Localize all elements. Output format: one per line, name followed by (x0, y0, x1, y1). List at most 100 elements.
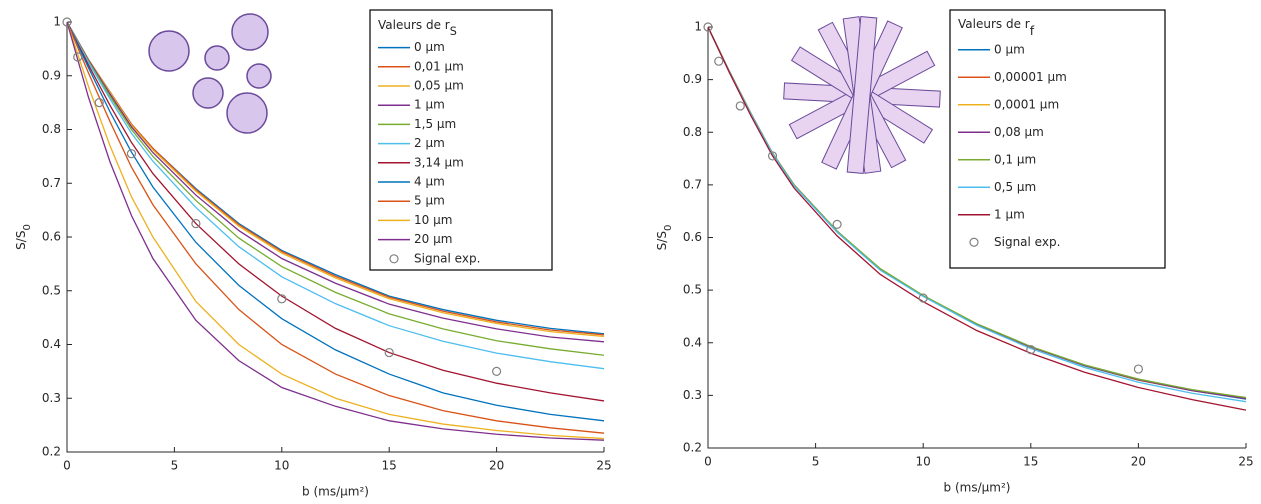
y-axis-label-sub: 0 (22, 224, 33, 230)
x-tick-label: 15 (1023, 455, 1038, 469)
series-line (66, 21, 605, 402)
legend: Valeurs de rS 0 µm 0,01 µm 0,05 µm 1 µm 1,5 µ… (369, 9, 553, 271)
sphere-icons (148, 13, 272, 134)
data-point (94, 98, 104, 108)
legend-label: 0,0001 µm (994, 97, 1059, 111)
legend-title-main: Valeurs de r (958, 17, 1030, 31)
legend-label: 3,14 µm (414, 155, 464, 169)
legend-label: 20 µm (414, 232, 452, 246)
plot: 0 5 10 15 20 25 0.2 0.3 0.4 0.5 0.6 0.7 0.8 0.9 1 b (ms… (14, 15, 612, 499)
y-tick-label: 0.7 (42, 176, 61, 190)
fiber-icons (783, 16, 941, 174)
legend-title-main: Valeurs de r (378, 18, 450, 32)
legend-marker (389, 254, 399, 264)
legend-label: 0,00001 µm (994, 70, 1067, 84)
series-line (66, 21, 605, 356)
y-axis-label: S/S0 (655, 225, 674, 251)
legend-label: 0,05 µm (414, 79, 464, 93)
legend-marker (969, 237, 979, 247)
legend-box (369, 9, 553, 271)
legend-box (949, 9, 1166, 269)
y-tick-label: 0.6 (42, 230, 61, 244)
legend-label: 4 µm (414, 175, 445, 189)
y-tick-label: 0.3 (42, 391, 61, 405)
y-tick-label: 0.9 (42, 68, 61, 82)
y-tick-label: 0.4 (683, 335, 702, 349)
series-line (66, 21, 605, 338)
data-point (62, 17, 72, 27)
x-tick-label: 0 (63, 459, 71, 473)
y-tick-label: 1 (694, 20, 702, 34)
y-axis-label-main: S/S (655, 231, 669, 250)
y-tick-label: 0.7 (683, 177, 702, 191)
legend-label: 0 µm (994, 42, 1025, 56)
series-line (707, 26, 1247, 411)
legend-label: 0,1 µm (994, 152, 1036, 166)
y-axis-label-sub: 0 (663, 225, 674, 231)
legend-label: 0 µm (414, 40, 445, 54)
y-axis-label: S/S0 (14, 224, 33, 250)
y-tick-label: 0.6 (683, 230, 702, 244)
x-tick-label: 10 (274, 459, 289, 473)
y-tick-label: 1 (53, 15, 61, 29)
legend-label: 1,5 µm (414, 117, 456, 131)
legend-label: 1 µm (994, 207, 1025, 221)
data-point (1133, 364, 1144, 374)
x-axis-label: b (ms/µm²) (944, 481, 1011, 495)
data-point (714, 56, 724, 66)
x-tick-label: 20 (489, 459, 504, 473)
data-point (384, 347, 394, 358)
x-axis-label: b (ms/µm²) (302, 485, 369, 499)
legend-title: Valeurs de rf (958, 17, 1035, 39)
x-tick-label: 15 (382, 459, 397, 473)
legend-title-sub: f (1030, 23, 1035, 38)
data-point (918, 293, 928, 303)
series-line (66, 21, 605, 343)
legend-label: 5 µm (414, 194, 445, 208)
plot: 0 5 10 15 20 25 0.2 0.3 0.4 0.5 0.6 0.7 0.8 0.9 1 b (ms… (655, 20, 1254, 495)
data-point (277, 294, 287, 304)
data-point (703, 22, 713, 32)
legend-title: Valeurs de rS (378, 18, 457, 38)
data-point (767, 151, 778, 161)
y-tick-label: 0.5 (683, 283, 702, 297)
legend-label: 0,01 µm (414, 59, 464, 73)
legend-title-sub: S (450, 25, 457, 38)
data-point (126, 149, 137, 159)
y-tick-label: 0.8 (42, 122, 61, 136)
x-tick-label: 5 (812, 455, 820, 469)
y-tick-label: 0.5 (42, 283, 61, 297)
x-tick-label: 5 (171, 459, 179, 473)
x-tick-label: 25 (596, 459, 611, 473)
x-tick-label: 10 (916, 455, 931, 469)
series-line (66, 21, 605, 440)
legend-label: Signal exp. (414, 251, 480, 265)
x-tick-label: 25 (1238, 455, 1253, 469)
y-tick-label: 0.9 (683, 72, 702, 86)
y-tick-label: 0.4 (42, 337, 61, 351)
legend-label: 0,08 µm (994, 125, 1044, 139)
series-line (66, 21, 605, 422)
data-point (492, 366, 502, 376)
y-tick-label: 0.3 (683, 388, 702, 402)
series-line (66, 21, 605, 370)
series-line (66, 21, 605, 434)
y-tick-label: 0.2 (42, 445, 61, 459)
legend-label: Signal exp. (994, 235, 1060, 249)
data-point (191, 218, 201, 229)
y-tick-label: 0.2 (683, 441, 702, 455)
data-point (832, 219, 842, 229)
legend-label: 2 µm (414, 136, 445, 150)
data-point (1026, 344, 1036, 355)
legend: Valeurs de rf 0 µm 0,00001 µm 0,0001 µm 0,08… (949, 9, 1166, 269)
data-point (735, 101, 745, 111)
data-point (73, 52, 83, 62)
legend-label: 0,5 µm (994, 180, 1036, 194)
legend-label: 10 µm (414, 213, 452, 227)
series-line (707, 26, 1247, 403)
y-axis-label-main: S/S (14, 231, 28, 250)
series-line (66, 21, 605, 441)
x-tick-label: 0 (704, 455, 712, 469)
x-tick-label: 20 (1131, 455, 1146, 469)
